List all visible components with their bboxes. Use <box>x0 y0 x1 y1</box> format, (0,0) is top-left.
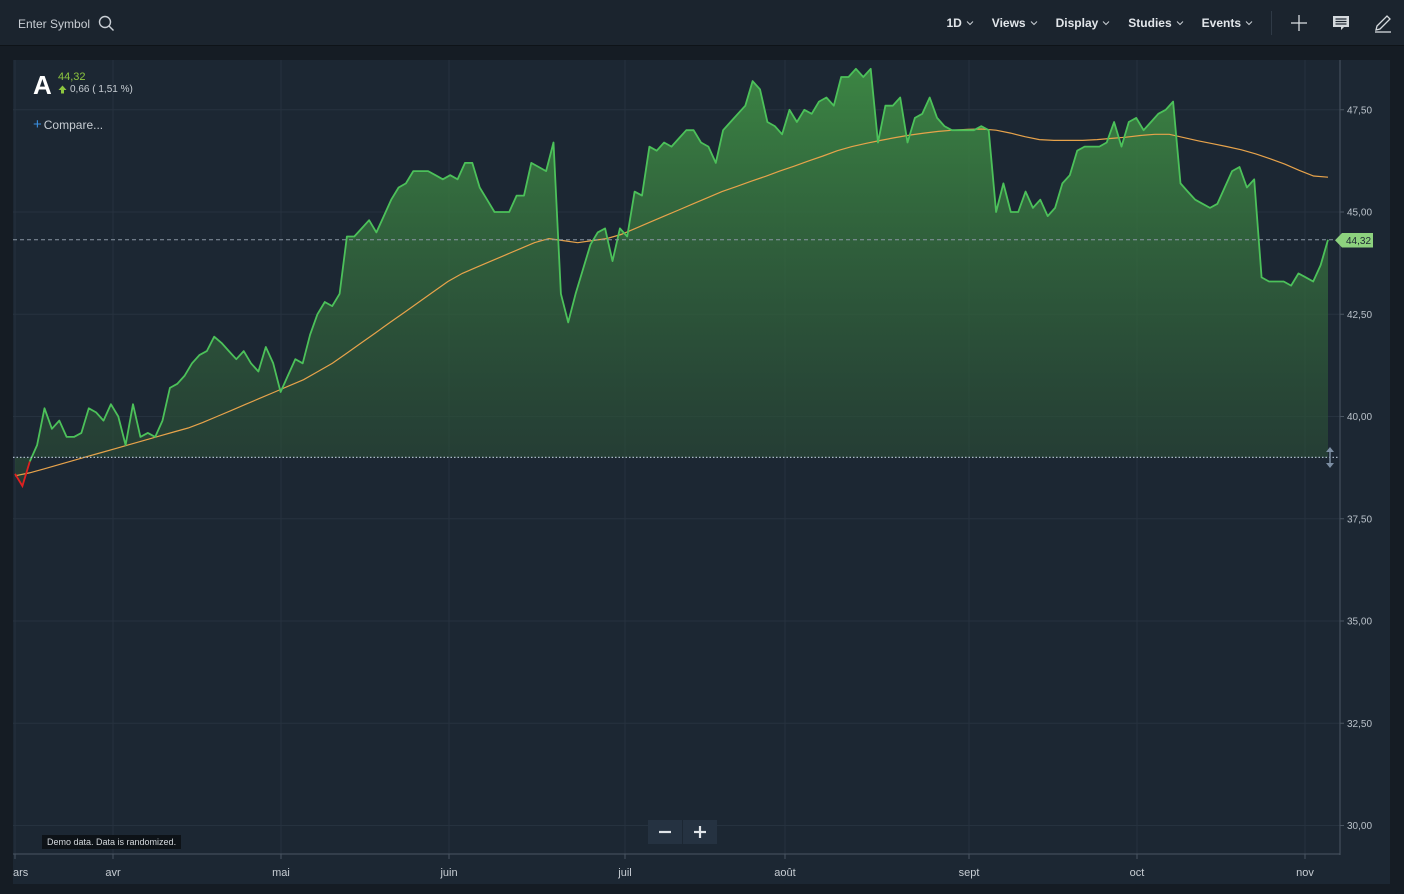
chevron-down-icon <box>1102 20 1110 25</box>
views-menu[interactable]: Views <box>992 16 1038 30</box>
draw-pencil-icon[interactable] <box>1372 12 1394 34</box>
price-line-down-segment <box>14 461 31 489</box>
events-menu-label: Events <box>1201 15 1241 30</box>
y-axis: 47,50 45,00 42,50 40,00 37,50 35,00 32,50 30,00 <box>1340 105 1372 832</box>
baseline-drag-handle[interactable] <box>1326 447 1334 468</box>
last-price-badge-shape <box>1335 233 1373 248</box>
chevron-down-icon <box>966 20 974 25</box>
symbol-search-placeholder: Enter Symbol <box>18 16 91 31</box>
toolbar-divider <box>1271 10 1272 35</box>
x-tick-label: juil <box>617 867 631 879</box>
display-menu[interactable]: Display <box>1056 16 1111 30</box>
zoom-divider <box>682 820 683 844</box>
ticker-symbol: A <box>33 70 52 100</box>
y-tick-label: 42,50 <box>1347 310 1372 321</box>
compare-label: Compare... <box>43 117 104 132</box>
top-toolbar: Enter Symbol 1D Views Display Studies Ev… <box>0 0 1404 46</box>
y-tick-label: 32,50 <box>1347 719 1372 730</box>
price-line <box>28 67 1329 462</box>
price-area-fill <box>15 68 1328 487</box>
chevron-down-icon <box>1176 20 1183 25</box>
zoom-out-button[interactable] <box>648 820 682 844</box>
info-panel-icon[interactable] <box>1330 12 1352 34</box>
demo-data-notice: Demo data. Data is randomized. <box>42 835 182 849</box>
plus-icon <box>694 826 706 838</box>
x-tick-label: avr <box>105 867 121 879</box>
crosshair-icon[interactable] <box>1288 12 1310 34</box>
search-icon[interactable] <box>98 15 115 32</box>
chevron-down-icon <box>1245 20 1253 25</box>
views-menu-label: Views <box>991 15 1026 30</box>
last-price-badge: 44,32 <box>1335 233 1373 248</box>
last-price: 44,32 <box>58 71 86 83</box>
price-change: 0,66 ( 1,51 %) <box>58 84 133 95</box>
chevron-down-icon <box>1030 20 1037 25</box>
arrow-up-icon <box>58 85 67 94</box>
zoom-in-button[interactable] <box>683 820 717 844</box>
y-tick-label: 35,00 <box>1347 617 1372 628</box>
x-tick-label: oct <box>1130 867 1145 879</box>
last-price-badge-label: 44,32 <box>1346 236 1371 247</box>
y-tick-label: 40,00 <box>1347 412 1372 423</box>
x-tick-label: juin <box>439 867 457 879</box>
display-menu-label: Display <box>1055 15 1099 30</box>
x-tick-label: août <box>774 867 795 879</box>
x-tick-label: ars <box>13 867 29 879</box>
price-change-value: 0,66 ( 1,51 %) <box>70 84 133 95</box>
plus-icon: + <box>33 116 42 133</box>
y-tick-label: 45,00 <box>1347 208 1372 219</box>
studies-menu-label: Studies <box>1128 15 1172 30</box>
symbol-search-input[interactable]: Enter Symbol <box>18 15 115 32</box>
y-tick-label: 30,00 <box>1347 821 1372 832</box>
compare-button[interactable]: + Compare... <box>33 116 103 133</box>
events-menu[interactable]: Events <box>1202 16 1253 30</box>
periodicity-menu[interactable]: 1D <box>946 15 974 30</box>
bottom-strip <box>0 884 1404 894</box>
y-tick-label: 37,50 <box>1347 514 1372 525</box>
moving-average-line <box>14 128 1329 477</box>
x-tick-label: nov <box>1296 867 1314 879</box>
studies-menu[interactable]: Studies <box>1128 16 1183 30</box>
minus-icon <box>659 830 671 834</box>
x-axis: ars avr mai juin juil août sept oct nov <box>13 854 1314 879</box>
periodicity-menu-label: 1D <box>946 15 962 30</box>
x-tick-label: sept <box>959 867 980 879</box>
zoom-controls <box>648 820 717 844</box>
x-tick-label: mai <box>272 867 290 879</box>
toolbar-menu: 1D Views Display Studies Events <box>946 0 1404 45</box>
y-tick-label: 47,50 <box>1347 105 1372 116</box>
